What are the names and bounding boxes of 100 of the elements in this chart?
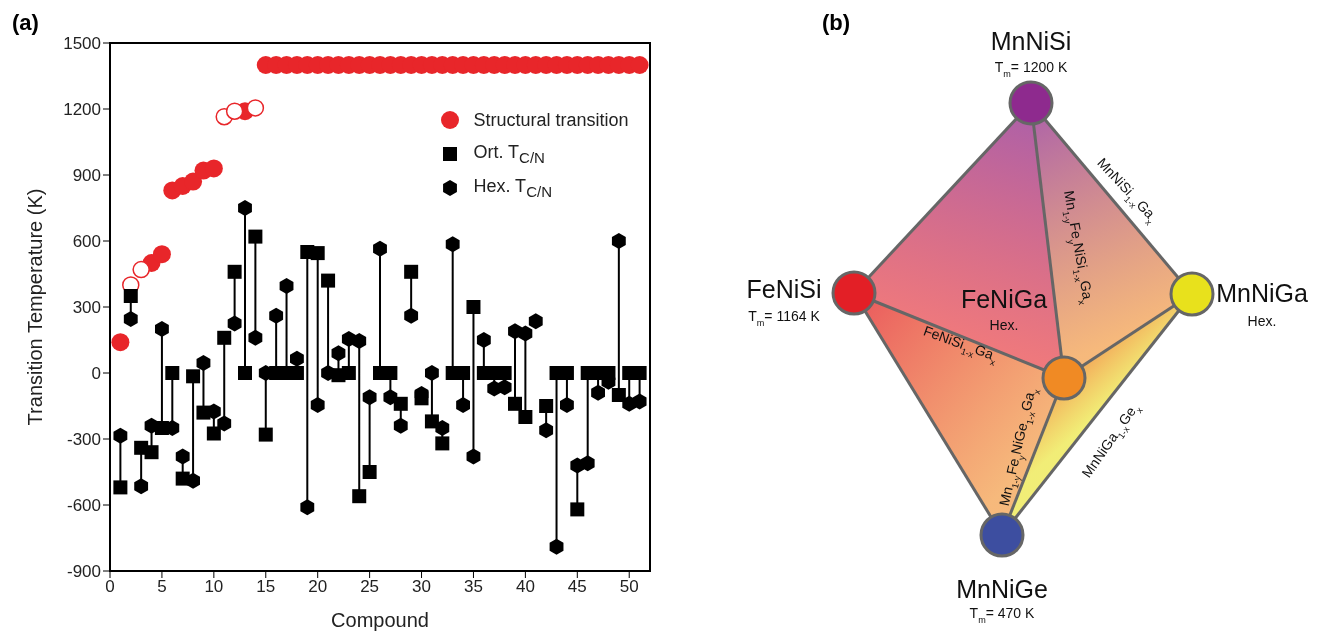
point — [632, 393, 647, 410]
y-tick-label: 1200 — [63, 100, 101, 120]
point — [154, 321, 169, 337]
point — [246, 99, 265, 117]
point — [206, 426, 221, 441]
point — [196, 355, 211, 372]
category-label: FeNiGa — [960, 285, 1047, 313]
point — [248, 229, 263, 244]
point — [393, 396, 408, 411]
text: Hex. — [989, 317, 1018, 333]
legend-label: Hex. T$_{C/N}$ — [473, 176, 552, 200]
x-tick-label: 40 — [515, 577, 535, 597]
text: (b) — [821, 10, 850, 35]
point — [165, 366, 180, 380]
point — [225, 102, 244, 120]
point — [539, 399, 554, 413]
point — [144, 445, 159, 460]
point — [258, 427, 273, 442]
x-tick-label: 35 — [464, 577, 483, 597]
text: T$_{m}$= 1164 K — [747, 308, 820, 328]
point — [310, 246, 325, 261]
point — [186, 472, 201, 489]
point — [331, 345, 346, 362]
point — [559, 396, 574, 413]
x-tick-label: 25 — [360, 577, 380, 597]
point — [456, 396, 471, 413]
point — [184, 172, 203, 191]
point — [144, 417, 159, 434]
chart-title: (a) — [12, 10, 39, 35]
y-tick-label: 900 — [72, 166, 101, 186]
point — [404, 307, 419, 324]
legend-label: Ort. T$_{C/N}$ — [473, 142, 545, 166]
x-tick-label: 0 — [105, 577, 115, 597]
point — [123, 289, 138, 303]
point — [238, 366, 252, 380]
point — [352, 333, 367, 350]
point — [435, 436, 450, 451]
point — [269, 307, 284, 324]
point — [300, 499, 315, 516]
point — [383, 389, 398, 406]
point — [611, 388, 626, 402]
point — [528, 313, 543, 330]
y-tick-label: -300 — [66, 430, 101, 450]
point — [362, 389, 377, 406]
x-tick-label: 5 — [157, 577, 167, 597]
point — [227, 315, 242, 332]
point — [611, 233, 626, 249]
y-axis-title: Transition Temperature (K) — [24, 188, 47, 426]
point — [424, 365, 439, 381]
point — [289, 350, 304, 367]
point — [497, 379, 512, 396]
text: T$_{m}$= 1200 K — [994, 59, 1068, 79]
point — [186, 369, 201, 384]
point — [466, 448, 481, 465]
point — [113, 480, 128, 495]
point — [134, 478, 149, 495]
x-tick-label: 50 — [619, 577, 639, 597]
y-tick-label: 1500 — [63, 34, 101, 54]
y-tick-label: -600 — [66, 496, 101, 516]
point — [111, 333, 130, 352]
point — [217, 415, 232, 432]
point — [393, 417, 408, 434]
point — [404, 264, 419, 279]
point — [591, 384, 606, 401]
point — [518, 410, 533, 424]
point — [217, 330, 232, 345]
point — [248, 329, 263, 346]
category-label: FeNiSi — [746, 275, 822, 303]
category-label: MnNiGe — [955, 575, 1048, 603]
x-axis-title: Compound — [331, 609, 429, 631]
point — [518, 325, 533, 342]
point — [445, 236, 460, 253]
category-label: MnNiGa — [1215, 279, 1308, 307]
text: T$_{m}$= 470 K — [969, 605, 1035, 625]
point — [321, 273, 336, 288]
point — [508, 396, 522, 411]
point — [341, 366, 356, 380]
point — [321, 365, 336, 381]
point — [132, 260, 150, 279]
point — [352, 489, 367, 504]
point — [238, 200, 252, 216]
point — [362, 465, 377, 479]
point — [227, 264, 242, 279]
x-tick-label: 45 — [567, 577, 587, 597]
point — [123, 311, 138, 328]
point — [435, 420, 450, 436]
point — [476, 332, 491, 348]
x-tick-label: 15 — [256, 577, 276, 597]
point — [175, 448, 190, 465]
y-tick-label: 300 — [72, 298, 101, 318]
legend-label: Structural transition — [473, 109, 629, 131]
point — [373, 240, 387, 257]
point — [580, 455, 595, 472]
x-tick-label: 20 — [308, 577, 328, 597]
x-tick-label: 10 — [204, 577, 224, 597]
y-tick-label: -900 — [66, 562, 101, 582]
category-label: MnNiSi — [990, 27, 1071, 55]
y-tick-label: 600 — [72, 232, 101, 252]
y-tick-label: 0 — [91, 364, 101, 384]
point — [570, 502, 585, 517]
